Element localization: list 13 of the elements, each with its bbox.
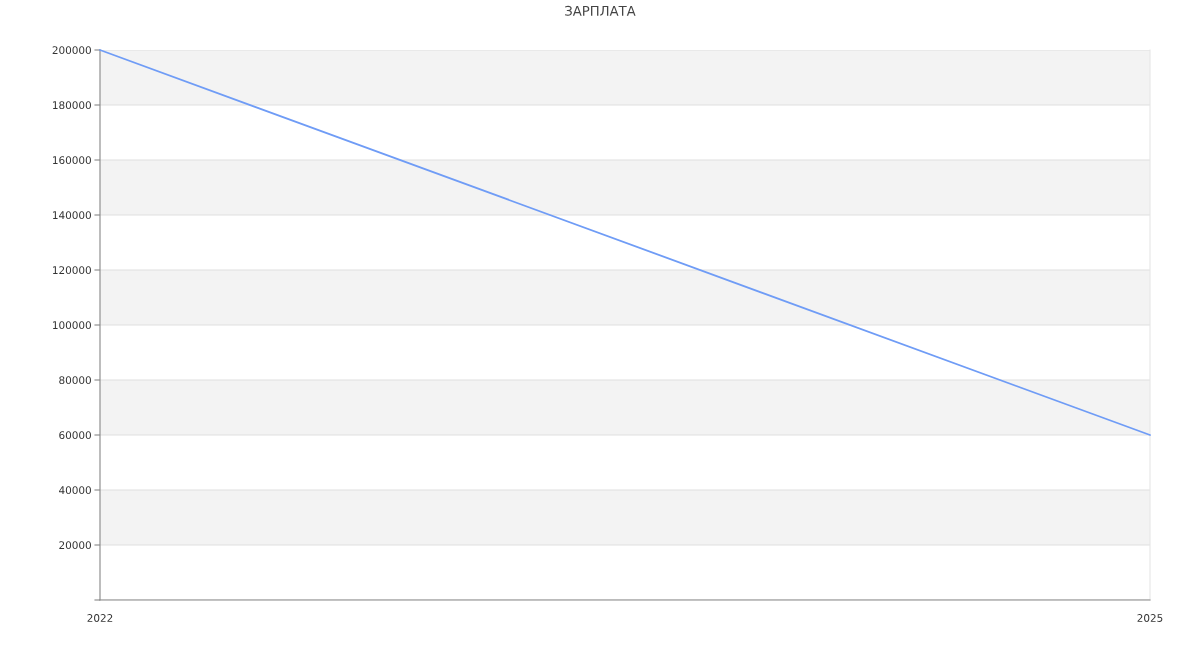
y-tick-label: 100000 <box>53 321 91 330</box>
y-tick-label: 80000 <box>59 376 91 385</box>
y-tick-label: 60000 <box>59 431 91 440</box>
y-tick-label: 120000 <box>53 266 91 275</box>
x-tick-label: 2025 <box>1137 614 1163 622</box>
y-tick-label: 140000 <box>53 211 91 220</box>
y-tick-label: 40000 <box>59 486 91 495</box>
y-tick-label: 180000 <box>53 101 91 110</box>
y-tick-label: 200000 <box>52 46 91 55</box>
y-tick-label: 160000 <box>53 156 91 165</box>
y-tick-label: 20000 <box>59 541 91 550</box>
chart-title: ЗАРПЛАТА <box>565 5 636 16</box>
x-tick-label: 2022 <box>87 614 113 622</box>
